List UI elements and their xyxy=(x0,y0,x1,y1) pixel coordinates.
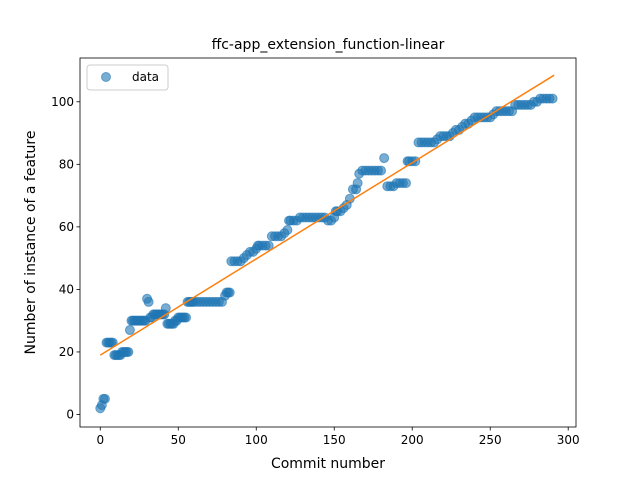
y-tick-label: 100 xyxy=(51,95,74,109)
x-tick-label: 150 xyxy=(323,433,346,447)
data-point xyxy=(143,296,154,307)
series-layer xyxy=(95,74,558,414)
x-tick-label: 200 xyxy=(401,433,424,447)
plot-frame xyxy=(79,57,577,428)
legend-label-data: data xyxy=(132,70,159,84)
x-axis-ticks: 0 50 100 150 200 250 300 xyxy=(96,427,580,447)
y-tick-label: 80 xyxy=(59,157,74,171)
data-point xyxy=(400,178,411,189)
y-tick-label: 60 xyxy=(59,220,74,234)
data-point xyxy=(379,153,390,164)
data-point xyxy=(263,240,274,251)
data-point xyxy=(547,93,558,104)
data-point xyxy=(123,346,134,357)
data-point xyxy=(99,393,110,404)
data-point xyxy=(282,224,293,235)
legend: data xyxy=(86,64,169,91)
y-tick-label: 40 xyxy=(59,282,74,296)
y-tick-label: 20 xyxy=(59,345,74,359)
data-point xyxy=(352,178,363,189)
y-axis-ticks: 0 20 40 60 80 100 xyxy=(51,95,80,421)
x-tick-label: 0 xyxy=(96,433,104,447)
data-point xyxy=(376,165,387,176)
legend-marker-data xyxy=(101,72,111,82)
data-point xyxy=(224,287,235,298)
x-tick-label: 50 xyxy=(171,433,186,447)
x-axis-label: Commit number xyxy=(271,456,385,472)
y-tick-label: 0 xyxy=(66,407,74,421)
chart-title: ffc-app_extension_function-linear xyxy=(212,37,445,53)
fit-line xyxy=(99,74,555,356)
y-axis-label: Number of instance of a feature xyxy=(23,131,39,355)
legend-box xyxy=(86,64,169,91)
x-tick-label: 250 xyxy=(479,433,502,447)
data-point xyxy=(124,325,135,336)
data-point xyxy=(160,303,171,314)
data-point xyxy=(181,312,192,323)
x-tick-label: 100 xyxy=(245,433,268,447)
x-tick-label: 300 xyxy=(557,433,580,447)
